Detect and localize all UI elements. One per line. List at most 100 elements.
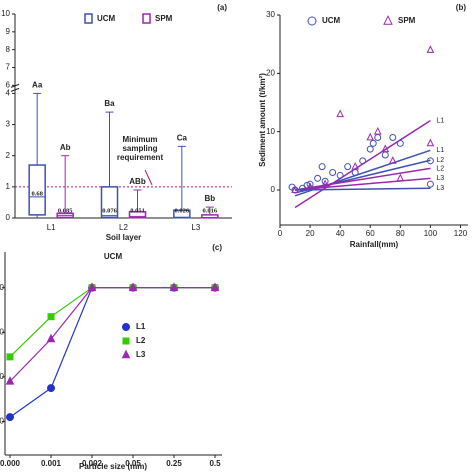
point xyxy=(314,174,322,182)
median-label: 0.076 xyxy=(102,207,117,214)
point xyxy=(426,180,434,188)
group-letter: Aa xyxy=(32,81,43,90)
fit-label: L3 xyxy=(436,175,444,182)
point xyxy=(306,182,314,190)
panel-label: (c) xyxy=(212,243,222,252)
point xyxy=(46,333,56,343)
panel-label: (b) xyxy=(456,3,467,12)
point xyxy=(47,313,55,321)
box xyxy=(128,211,147,219)
legend-label: SPM xyxy=(155,14,173,23)
point xyxy=(426,157,434,165)
fit-line xyxy=(295,187,431,191)
fit-label: L2 xyxy=(436,165,444,172)
panel-label: (a) xyxy=(217,3,227,12)
y-tick-label: 2 xyxy=(6,151,11,160)
legend-marker xyxy=(121,349,131,359)
point xyxy=(351,169,359,176)
median-label: 0.085 xyxy=(58,207,73,214)
point xyxy=(321,179,329,188)
y-tick-label: 1 xyxy=(6,182,11,191)
point xyxy=(388,156,397,164)
y-tick-label: 9 xyxy=(6,27,11,36)
point xyxy=(426,45,435,53)
x-tick-label: L2 xyxy=(119,223,128,232)
x-tick-label: 100 xyxy=(424,229,438,238)
fit-label: L1 xyxy=(436,147,444,154)
y-tick-label: 0 xyxy=(271,185,276,194)
x-tick-label: 120 xyxy=(454,229,468,238)
box xyxy=(28,164,46,216)
x-tick-label: 40 xyxy=(336,229,345,238)
fit-line xyxy=(294,167,431,191)
point xyxy=(381,151,389,159)
point xyxy=(6,413,14,422)
legend-swatch xyxy=(84,13,93,24)
box xyxy=(100,186,119,219)
median-label: 0.051 xyxy=(130,207,145,214)
y-axis-label: Sediment amount (t/km²) xyxy=(258,73,267,167)
point xyxy=(291,185,299,193)
annotation: sampling xyxy=(122,144,157,153)
legend-swatch xyxy=(142,13,151,24)
point xyxy=(366,132,375,141)
point xyxy=(5,376,15,385)
series-line xyxy=(9,287,215,382)
point xyxy=(47,384,55,393)
point xyxy=(336,171,344,179)
x-tick-label: L3 xyxy=(191,223,200,232)
legend-label: L1 xyxy=(136,322,146,331)
point xyxy=(6,353,14,361)
x-tick-label: 80 xyxy=(396,229,405,238)
legend-label: L2 xyxy=(136,336,146,345)
point xyxy=(389,134,397,141)
legend-marker xyxy=(383,15,393,25)
point xyxy=(87,282,97,291)
point xyxy=(359,157,367,165)
point xyxy=(329,169,337,176)
median-label: 0.026 xyxy=(175,207,190,214)
x-tick-label: 0.5 xyxy=(209,459,221,468)
series-line xyxy=(9,287,215,358)
point xyxy=(318,163,326,171)
point xyxy=(381,144,390,153)
x-tick-label: 0.25 xyxy=(166,459,182,468)
chart-title: UCM xyxy=(104,252,123,261)
series-line xyxy=(9,287,215,418)
y-tick-label: 0 xyxy=(6,213,11,222)
point xyxy=(306,180,314,188)
annotation: requirement xyxy=(117,153,164,162)
x-tick-label: 20 xyxy=(306,229,315,238)
annotation-arrow xyxy=(144,169,153,186)
y-tick-label: 30 xyxy=(266,10,275,19)
x-tick-label: 60 xyxy=(366,229,375,238)
y-tick-label: 100 xyxy=(0,283,5,292)
point xyxy=(344,163,352,171)
legend-marker xyxy=(122,323,130,331)
legend-label: L3 xyxy=(136,350,146,359)
fit-label: L2 xyxy=(436,157,444,164)
x-tick-label: 0 xyxy=(278,229,283,238)
group-letter: Ab xyxy=(60,143,71,152)
group-letter: ABb xyxy=(129,177,146,186)
group-letter: Ca xyxy=(177,133,188,142)
annotation: Minimum xyxy=(122,135,157,144)
legend-label: UCM xyxy=(322,16,341,25)
point xyxy=(426,138,435,147)
x-axis-label: Rainfall(mm) xyxy=(350,240,399,249)
y-tick-label: 10 xyxy=(1,9,10,18)
fit-label: L3 xyxy=(436,185,444,192)
point xyxy=(169,282,179,291)
point xyxy=(210,282,220,291)
y-tick-label: 20 xyxy=(266,68,275,77)
y-tick-label: 40 xyxy=(0,417,5,426)
legend-marker xyxy=(122,337,130,345)
legend-marker xyxy=(307,16,317,26)
point xyxy=(303,181,311,189)
y-tick-label: 60 xyxy=(0,372,5,381)
point xyxy=(321,177,329,185)
y-tick-label: 4 xyxy=(6,89,11,98)
y-tick-label: 3 xyxy=(6,120,11,129)
y-tick-label: 80 xyxy=(0,327,5,336)
